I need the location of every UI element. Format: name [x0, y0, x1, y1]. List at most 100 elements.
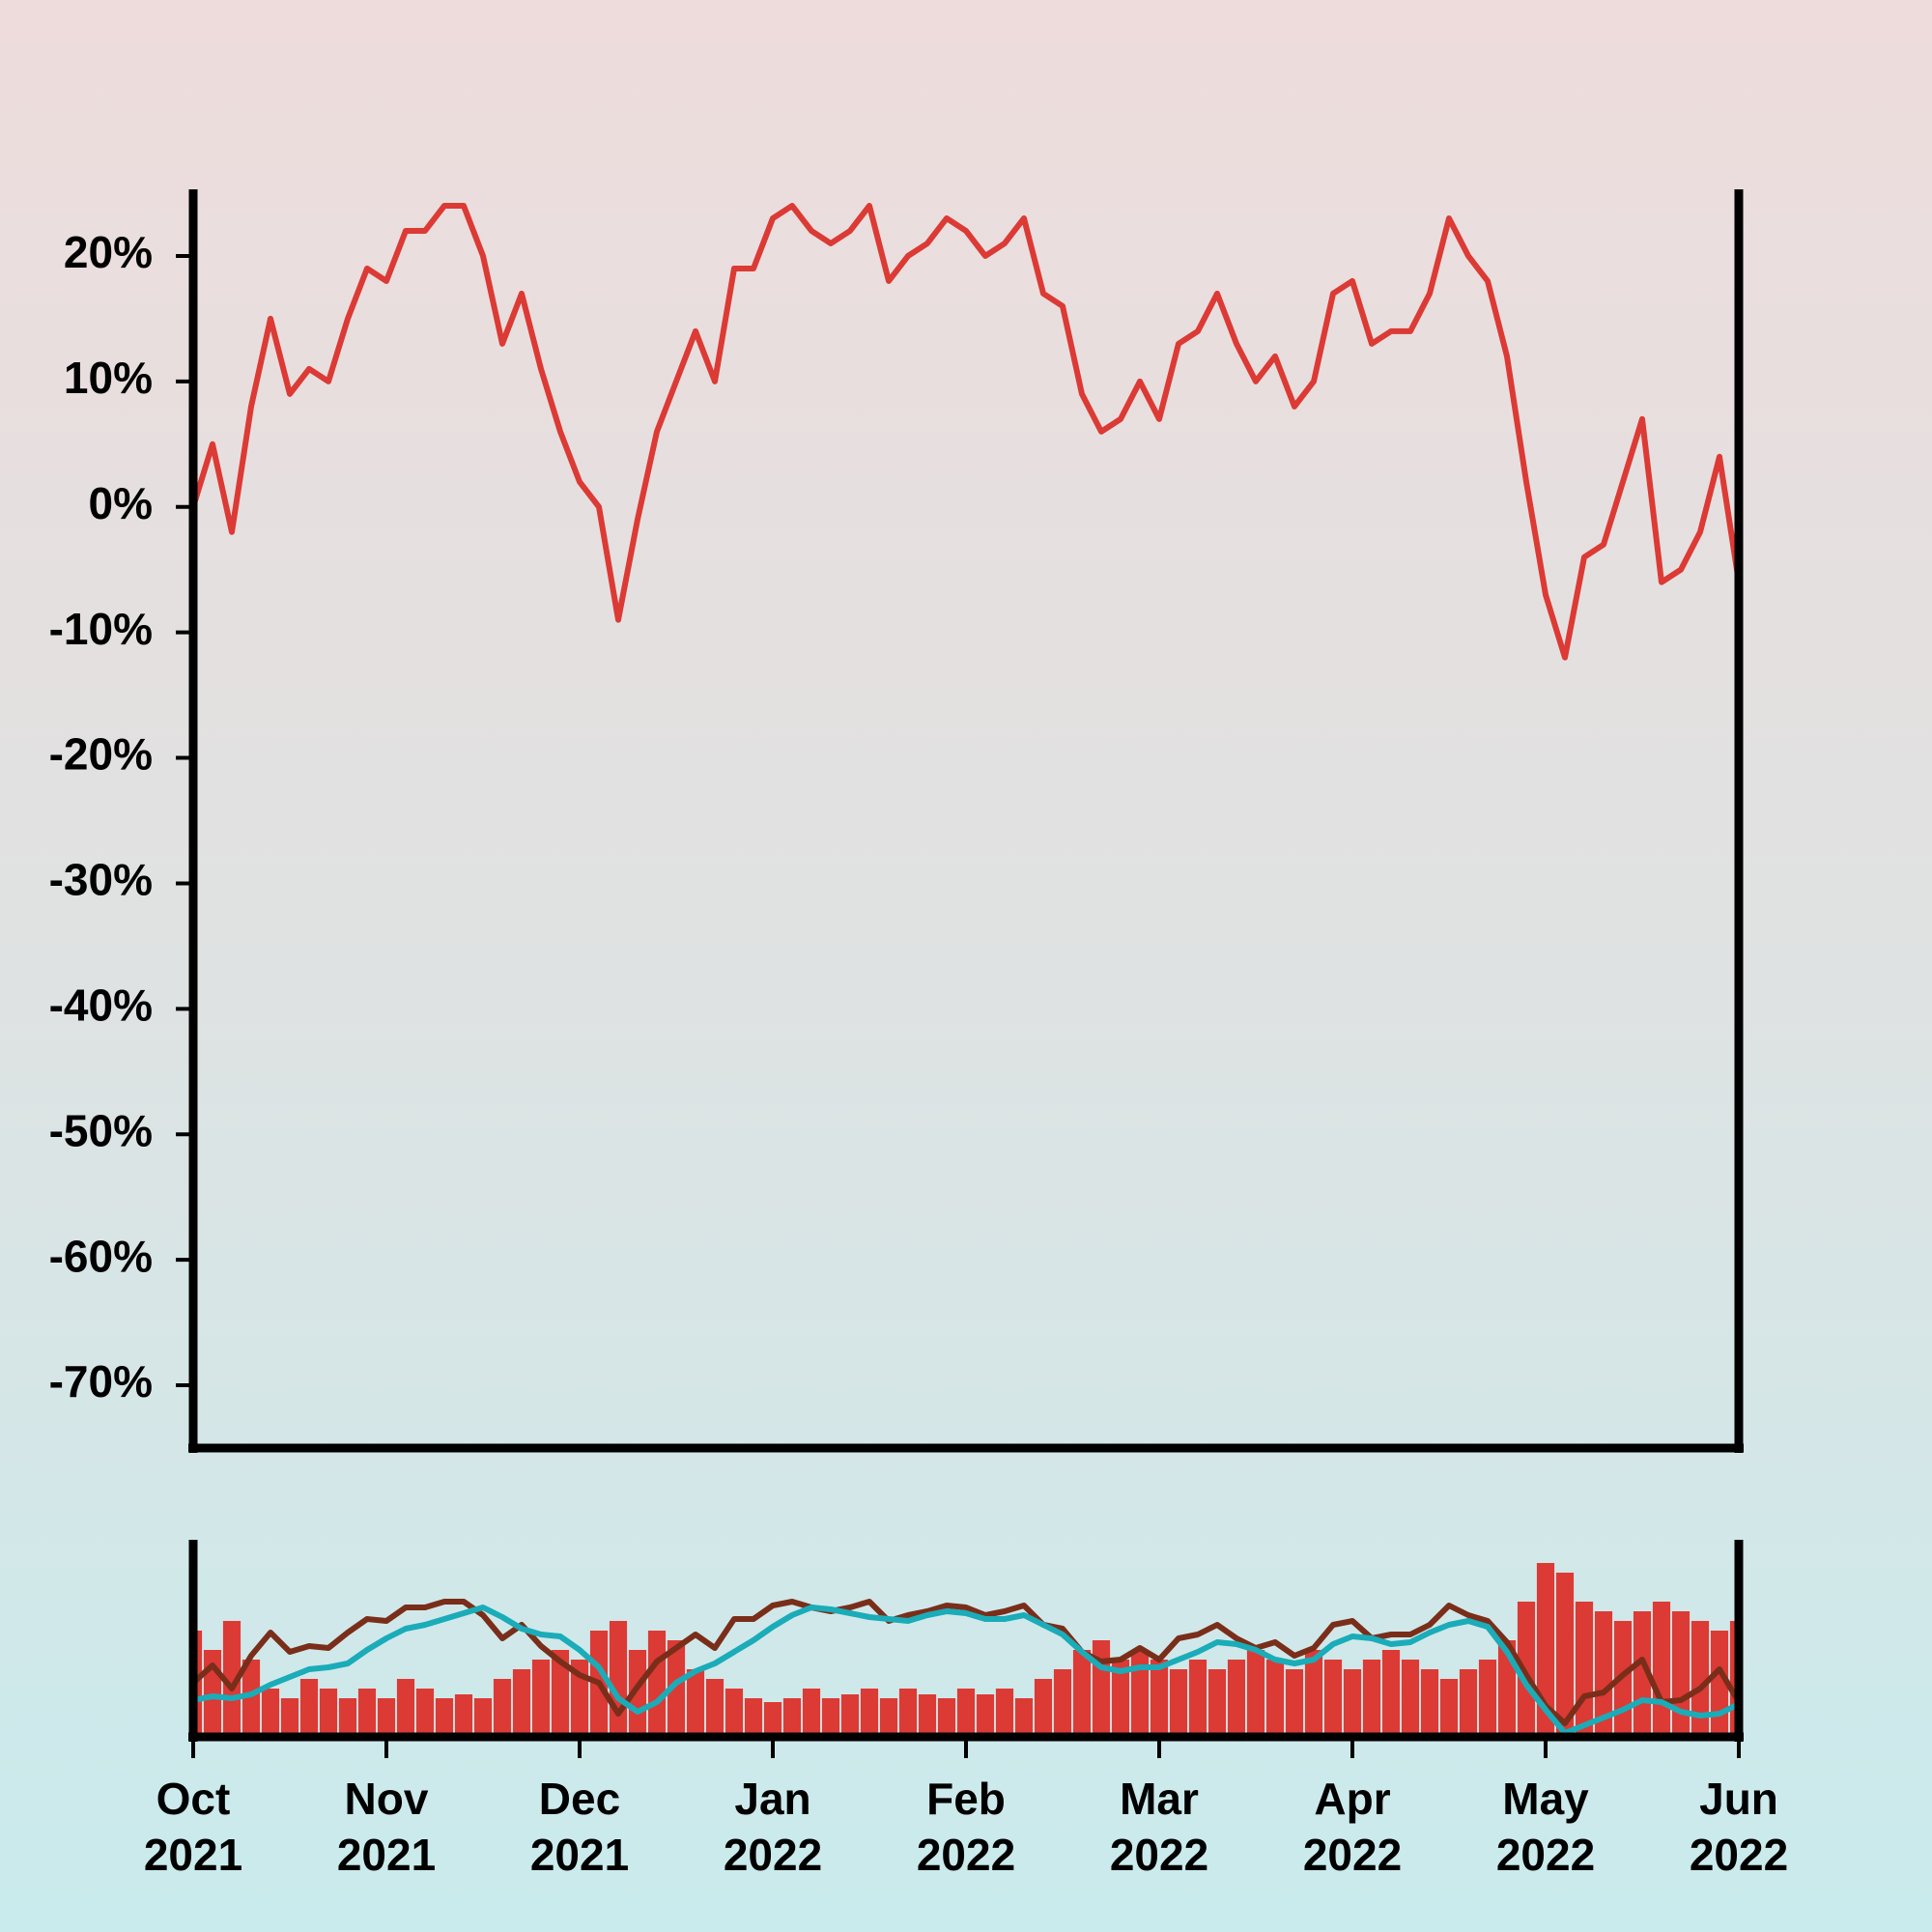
x-tick-label: Mar 2022 [1109, 1774, 1209, 1880]
bar [724, 1689, 744, 1737]
bar [1729, 1621, 1739, 1737]
bar [1671, 1611, 1690, 1737]
x-tick-label: Oct 2021 [143, 1774, 243, 1880]
bar [1304, 1650, 1323, 1737]
bar [1246, 1650, 1265, 1737]
bar [956, 1689, 976, 1737]
bar [686, 1669, 705, 1737]
bar [473, 1698, 493, 1737]
bar [1130, 1650, 1150, 1737]
bar [1188, 1660, 1208, 1737]
bar [879, 1698, 898, 1737]
bar [261, 1689, 280, 1737]
bar [512, 1669, 531, 1737]
line [193, 1605, 1739, 1736]
bar [357, 1689, 377, 1737]
axes: 20% 10% 0% -10% -20% -30% -40% -50% -60% -70% [49, 189, 1744, 1758]
bar [493, 1679, 512, 1737]
bar [1690, 1621, 1710, 1737]
bar [280, 1698, 299, 1737]
bar [1034, 1679, 1053, 1737]
bar [396, 1679, 415, 1737]
x-tick-label: Apr 2022 [1302, 1774, 1403, 1880]
y-tick-label: -70% [49, 1356, 153, 1406]
bar [898, 1689, 918, 1737]
bar [242, 1660, 261, 1737]
bar [1072, 1650, 1092, 1737]
bar [918, 1694, 937, 1737]
bar [1227, 1660, 1246, 1737]
bar [821, 1698, 840, 1737]
bar [802, 1689, 821, 1737]
bar [1420, 1669, 1439, 1737]
bar [531, 1660, 551, 1737]
x-tick-label: Jan 2022 [723, 1774, 823, 1880]
bar [840, 1694, 860, 1737]
y-tick-label: -30% [49, 855, 153, 905]
bar [705, 1679, 724, 1737]
bar [1478, 1660, 1497, 1737]
bar [1459, 1669, 1478, 1737]
bar [763, 1702, 782, 1737]
bar [1014, 1698, 1034, 1737]
line [193, 202, 1739, 661]
bar [454, 1694, 473, 1737]
bar [1439, 1679, 1459, 1737]
bar [1594, 1611, 1613, 1737]
y-tick-label: -60% [49, 1231, 153, 1281]
bar [609, 1621, 628, 1737]
bar [628, 1650, 647, 1737]
bar [435, 1698, 454, 1737]
y-tick-label: -50% [49, 1105, 153, 1155]
y-tick-label: -40% [49, 980, 153, 1031]
y-tick-label: -10% [49, 604, 153, 654]
bar [193, 1631, 203, 1737]
x-tick-label: Jun 2022 [1689, 1774, 1789, 1880]
x-tick-label: Dec 2021 [529, 1774, 630, 1880]
bar [551, 1650, 570, 1737]
bar [1381, 1650, 1401, 1737]
x-tick-label: Nov 2021 [336, 1774, 437, 1880]
bar [338, 1698, 357, 1737]
bar [222, 1621, 242, 1737]
top-plot [193, 202, 1739, 661]
bar [995, 1689, 1014, 1737]
bar [1150, 1660, 1169, 1737]
y-tick-label: 20% [64, 227, 153, 277]
bar [937, 1698, 956, 1737]
bar [1343, 1669, 1362, 1737]
bar [1169, 1669, 1188, 1737]
bar [1285, 1669, 1304, 1737]
bottom-plot [193, 1563, 1739, 1737]
bar [1652, 1602, 1671, 1737]
bar [1575, 1602, 1594, 1737]
bar [744, 1698, 763, 1737]
bar [1265, 1660, 1285, 1737]
bar [299, 1679, 319, 1737]
x-tick-label: Feb 2022 [916, 1774, 1016, 1880]
x-tick-label: May 2022 [1495, 1774, 1596, 1880]
bar [1323, 1660, 1343, 1737]
y-tick-label: 0% [89, 478, 153, 528]
bar [1401, 1660, 1420, 1737]
bar [1053, 1669, 1072, 1737]
bar [667, 1640, 686, 1737]
y-tick-label: -20% [49, 729, 153, 780]
bar [415, 1689, 435, 1737]
bar [1555, 1573, 1575, 1737]
bar [319, 1689, 338, 1737]
bar [377, 1698, 396, 1737]
line [193, 1599, 1739, 1726]
bar [1092, 1640, 1111, 1737]
bar [1536, 1563, 1555, 1737]
bar [1362, 1660, 1381, 1737]
bar [1111, 1660, 1130, 1737]
bar [1208, 1669, 1227, 1737]
bar [782, 1698, 802, 1737]
bar [976, 1694, 995, 1737]
bar [860, 1689, 879, 1737]
bar [647, 1631, 667, 1737]
bar [1517, 1602, 1536, 1737]
